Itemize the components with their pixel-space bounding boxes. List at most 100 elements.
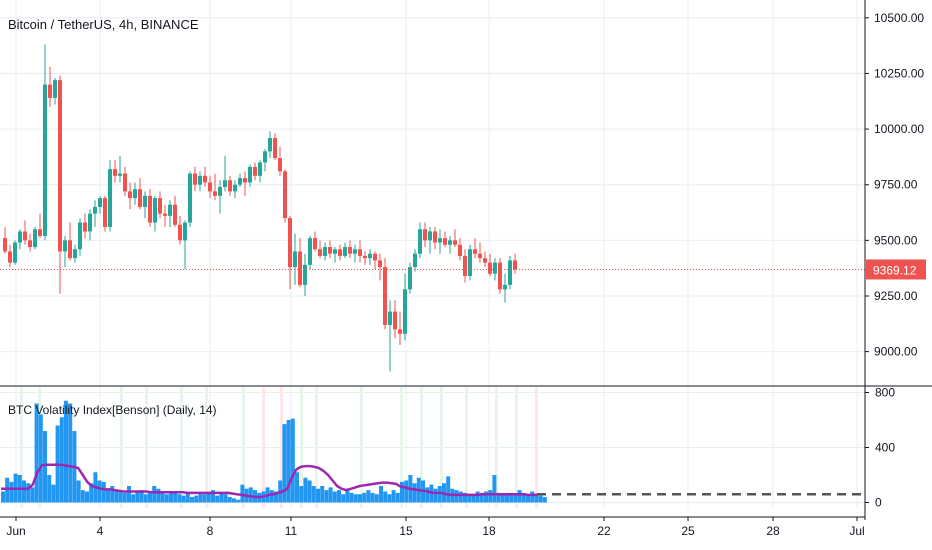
candle-body[interactable] xyxy=(253,166,257,176)
volatility-bar[interactable] xyxy=(404,480,409,503)
volatility-bar[interactable] xyxy=(332,491,337,503)
volatility-bar[interactable] xyxy=(5,477,10,503)
candle-body[interactable] xyxy=(143,195,147,207)
candle-body[interactable] xyxy=(158,198,162,214)
volatility-bar[interactable] xyxy=(366,490,371,503)
volatility-bar[interactable] xyxy=(219,492,224,503)
candle-body[interactable] xyxy=(413,253,417,268)
candle-body[interactable] xyxy=(148,195,152,223)
volatility-bar[interactable] xyxy=(194,495,199,503)
candle-body[interactable] xyxy=(183,222,187,241)
volatility-bar[interactable] xyxy=(387,494,392,503)
candle-body[interactable] xyxy=(53,80,57,98)
candle-body[interactable] xyxy=(428,231,432,241)
volatility-bar[interactable] xyxy=(433,488,438,503)
volatility-bar[interactable] xyxy=(85,491,89,503)
candle-body[interactable] xyxy=(68,240,72,259)
candle-body[interactable] xyxy=(238,178,242,185)
candle-body[interactable] xyxy=(213,191,217,196)
volatility-bar[interactable] xyxy=(471,494,476,503)
volatility-bar[interactable] xyxy=(320,486,325,503)
candle-body[interactable] xyxy=(113,169,117,176)
candle-body[interactable] xyxy=(323,247,327,256)
candle-body[interactable] xyxy=(293,251,297,268)
volatility-bar[interactable] xyxy=(202,494,207,503)
candle-body[interactable] xyxy=(453,240,457,245)
candle-body[interactable] xyxy=(493,262,497,274)
candle-body[interactable] xyxy=(373,253,377,261)
volatility-bar[interactable] xyxy=(437,486,442,503)
volatility-bar[interactable] xyxy=(488,490,493,503)
candle-body[interactable] xyxy=(353,249,357,254)
volatility-bar[interactable] xyxy=(47,475,52,503)
candle-body[interactable] xyxy=(298,251,302,285)
volatility-bar[interactable] xyxy=(89,483,94,503)
volatility-bar[interactable] xyxy=(295,472,299,503)
volatility-bar[interactable] xyxy=(198,492,203,503)
volatility-bar[interactable] xyxy=(521,492,526,503)
volatility-bar[interactable] xyxy=(353,494,358,503)
volatility-bar[interactable] xyxy=(169,492,173,503)
candle-body[interactable] xyxy=(218,186,222,196)
volatility-bar[interactable] xyxy=(463,492,467,503)
volatility-bar[interactable] xyxy=(391,490,396,503)
volatility-bar[interactable] xyxy=(97,480,102,503)
candle-body[interactable] xyxy=(243,178,247,183)
volatility-bar[interactable] xyxy=(64,400,68,503)
volatility-bar[interactable] xyxy=(290,418,295,503)
candle-body[interactable] xyxy=(408,267,412,290)
volatility-bar[interactable] xyxy=(59,417,64,503)
candle-body[interactable] xyxy=(403,289,407,334)
volatility-bar[interactable] xyxy=(110,486,115,503)
volatility-bar[interactable] xyxy=(114,490,119,503)
candle-body[interactable] xyxy=(33,229,37,248)
volatility-bar[interactable] xyxy=(345,490,350,503)
volatility-bar[interactable] xyxy=(156,488,161,503)
volatility-bar[interactable] xyxy=(446,476,451,503)
volatility-bar[interactable] xyxy=(9,481,14,503)
candle-body[interactable] xyxy=(198,175,202,185)
volatility-bar[interactable] xyxy=(400,481,404,503)
candle-body[interactable] xyxy=(103,198,107,227)
volatility-bar[interactable] xyxy=(370,492,375,503)
volatility-bar[interactable] xyxy=(148,492,152,503)
volatility-bar[interactable] xyxy=(282,424,287,503)
volatility-bar[interactable] xyxy=(106,488,110,503)
candle-body[interactable] xyxy=(343,247,347,256)
candle-body[interactable] xyxy=(193,173,197,185)
candle-body[interactable] xyxy=(133,189,137,199)
volatility-bar[interactable] xyxy=(542,497,547,503)
candle-body[interactable] xyxy=(303,264,307,285)
candle-body[interactable] xyxy=(483,258,487,263)
candle-body[interactable] xyxy=(423,229,427,241)
candle-body[interactable] xyxy=(488,262,492,274)
volatility-bar[interactable] xyxy=(467,494,472,503)
volatility-bar[interactable] xyxy=(211,490,215,503)
candle-body[interactable] xyxy=(83,222,87,232)
candle-body[interactable] xyxy=(108,169,112,227)
volatility-bar[interactable] xyxy=(341,494,346,503)
volatility-bar[interactable] xyxy=(349,492,354,503)
volatility-bar[interactable] xyxy=(160,491,165,503)
volatility-bar[interactable] xyxy=(530,491,535,503)
candle-body[interactable] xyxy=(438,238,442,243)
volatility-bar[interactable] xyxy=(38,414,43,503)
candle-body[interactable] xyxy=(368,253,372,259)
candle-body[interactable] xyxy=(43,84,47,236)
candle-body[interactable] xyxy=(458,244,462,256)
volatility-bar[interactable] xyxy=(274,491,278,503)
candle-body[interactable] xyxy=(498,262,502,290)
volatility-bar[interactable] xyxy=(173,491,178,503)
volatility-bar[interactable] xyxy=(51,484,56,503)
candle-body[interactable] xyxy=(308,238,312,265)
volatility-bar[interactable] xyxy=(80,490,85,503)
volatility-bar[interactable] xyxy=(131,494,136,503)
volatility-bar[interactable] xyxy=(484,491,488,503)
volatility-bar[interactable] xyxy=(492,475,497,503)
candle-body[interactable] xyxy=(383,267,387,325)
volatility-bar[interactable] xyxy=(240,484,245,503)
volatility-bar[interactable] xyxy=(324,490,329,503)
volatility-bar[interactable] xyxy=(299,486,304,503)
candle-body[interactable] xyxy=(73,249,77,259)
candle-body[interactable] xyxy=(318,249,322,256)
